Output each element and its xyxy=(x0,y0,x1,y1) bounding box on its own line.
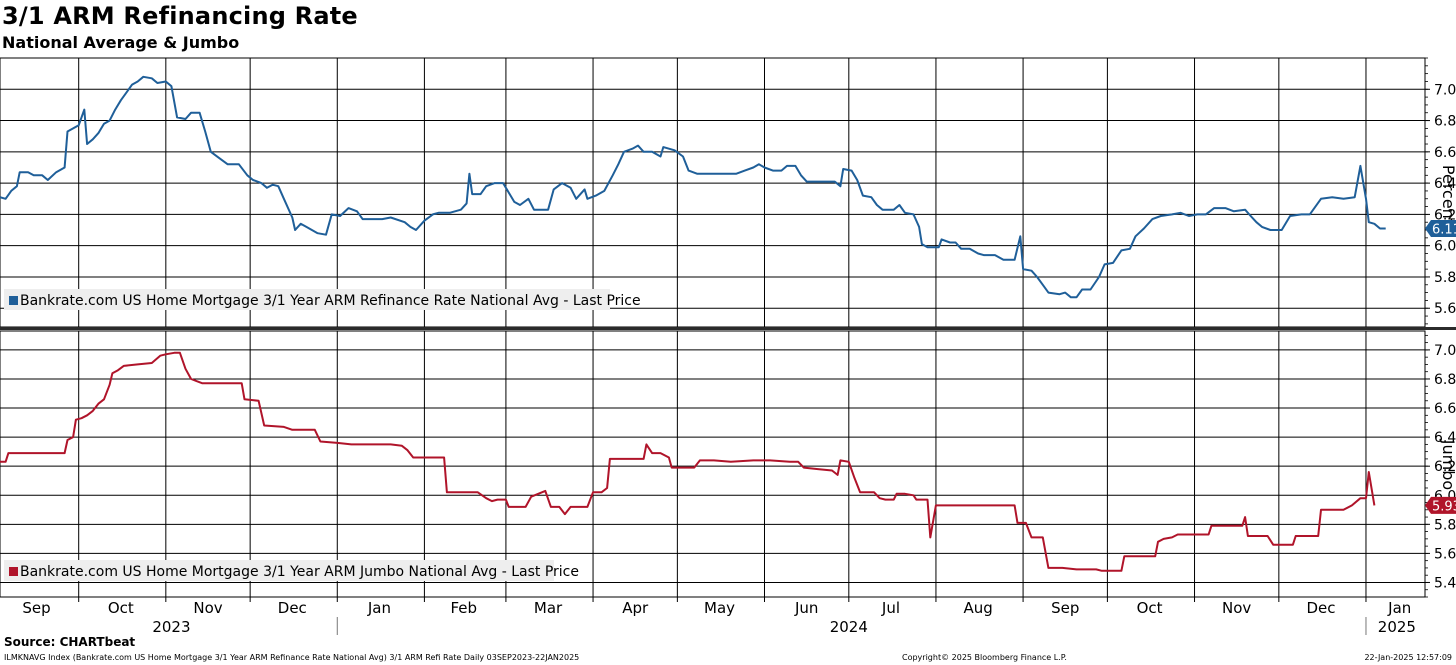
legend-swatch xyxy=(9,567,18,576)
x-month-label: Jan xyxy=(1387,599,1411,617)
jumbo-panel: 7.006.806.606.406.206.005.805.605.40Jumb… xyxy=(0,330,1456,598)
x-month-label: Jun xyxy=(794,599,818,617)
y-tick-label: 5.60 xyxy=(1434,301,1456,317)
plot-frame xyxy=(0,57,1426,328)
timestamp: 22-Jan-2025 12:57:09 xyxy=(1364,653,1452,662)
panel-separator xyxy=(0,327,1456,330)
x-month-label: Nov xyxy=(193,599,222,617)
x-year-label: 2025 xyxy=(1378,618,1416,636)
x-month-label: Dec xyxy=(278,599,307,617)
y-tick-label: 5.60 xyxy=(1434,546,1456,562)
y-axis-label: Jumbo xyxy=(1439,439,1456,490)
x-month-label: May xyxy=(704,599,735,617)
y-tick-label: 6.20 xyxy=(1434,459,1456,475)
x-year-label: 2023 xyxy=(152,618,190,636)
x-month-label: Nov xyxy=(1222,599,1251,617)
y-tick-label: 7.00 xyxy=(1434,82,1456,98)
y-tick-label: 6.60 xyxy=(1434,401,1456,417)
x-month-label: Feb xyxy=(450,599,477,617)
y-tick-label: 6.80 xyxy=(1434,372,1456,388)
x-month-label: Sep xyxy=(22,599,50,617)
national-panel: 7.00 6.80 6.60 6.40 6.20 6.00 5.80 5.60 Percent6… xyxy=(0,57,1456,330)
x-month-label: Dec xyxy=(1306,599,1335,617)
y-tick-label: 6.20 xyxy=(1434,207,1456,223)
copyright: Copyright© 2025 Bloomberg Finance L.P. xyxy=(902,653,1067,662)
x-month-label: Sep xyxy=(1051,599,1079,617)
y-tick-label: 5.80 xyxy=(1434,517,1456,533)
y-tick-label: 6.80 xyxy=(1434,114,1456,130)
x-month-label: Aug xyxy=(963,599,992,617)
last-value-label: 5.93 xyxy=(1432,499,1456,514)
source-note: Source: CHARTbeat xyxy=(4,635,136,649)
y-tick-label: 6.60 xyxy=(1434,145,1456,161)
legend-swatch xyxy=(9,296,18,305)
legend-label: Bankrate.com US Home Mortgage 3/1 Year A… xyxy=(20,564,579,580)
x-month-label: Mar xyxy=(534,599,563,617)
chart-title: 3/1 ARM Refinancing Rate xyxy=(2,2,358,30)
x-month-label: Apr xyxy=(622,599,649,617)
last-value-badge xyxy=(1425,496,1456,514)
last-value-label: 6.11 xyxy=(1432,222,1456,237)
x-axis: Sep Oct Nov Dec Jan Feb Mar Apr May Jun Jul Aug Sep O… xyxy=(22,597,1416,636)
legend-box xyxy=(4,560,554,581)
chart-subtitle: National Average & Jumbo xyxy=(2,33,240,52)
y-tick-label: 5.40 xyxy=(1434,575,1456,591)
last-value-badge xyxy=(1425,219,1456,237)
y-tick-label: 7.00 xyxy=(1434,343,1456,359)
legend-box xyxy=(4,289,610,310)
y-tick-label: 6.40 xyxy=(1434,176,1456,192)
plot-frame xyxy=(0,330,1426,598)
y-tick-label: 6.40 xyxy=(1434,430,1456,446)
x-month-label: Jul xyxy=(881,599,900,617)
y-axis-label: Percent xyxy=(1439,165,1456,225)
y-tick-label: 5.80 xyxy=(1434,270,1456,286)
x-month-label: Oct xyxy=(1137,599,1163,617)
x-month-label: Oct xyxy=(108,599,134,617)
x-month-label: Jan xyxy=(367,599,391,617)
ticker-line: ILMKNAVG Index (Bankrate.com US Home Mor… xyxy=(4,653,580,662)
x-year-label: 2024 xyxy=(830,618,868,636)
series-line xyxy=(0,75,1386,299)
y-tick-label: 6.00 xyxy=(1434,239,1456,255)
legend-label: Bankrate.com US Home Mortgage 3/1 Year A… xyxy=(20,293,641,309)
